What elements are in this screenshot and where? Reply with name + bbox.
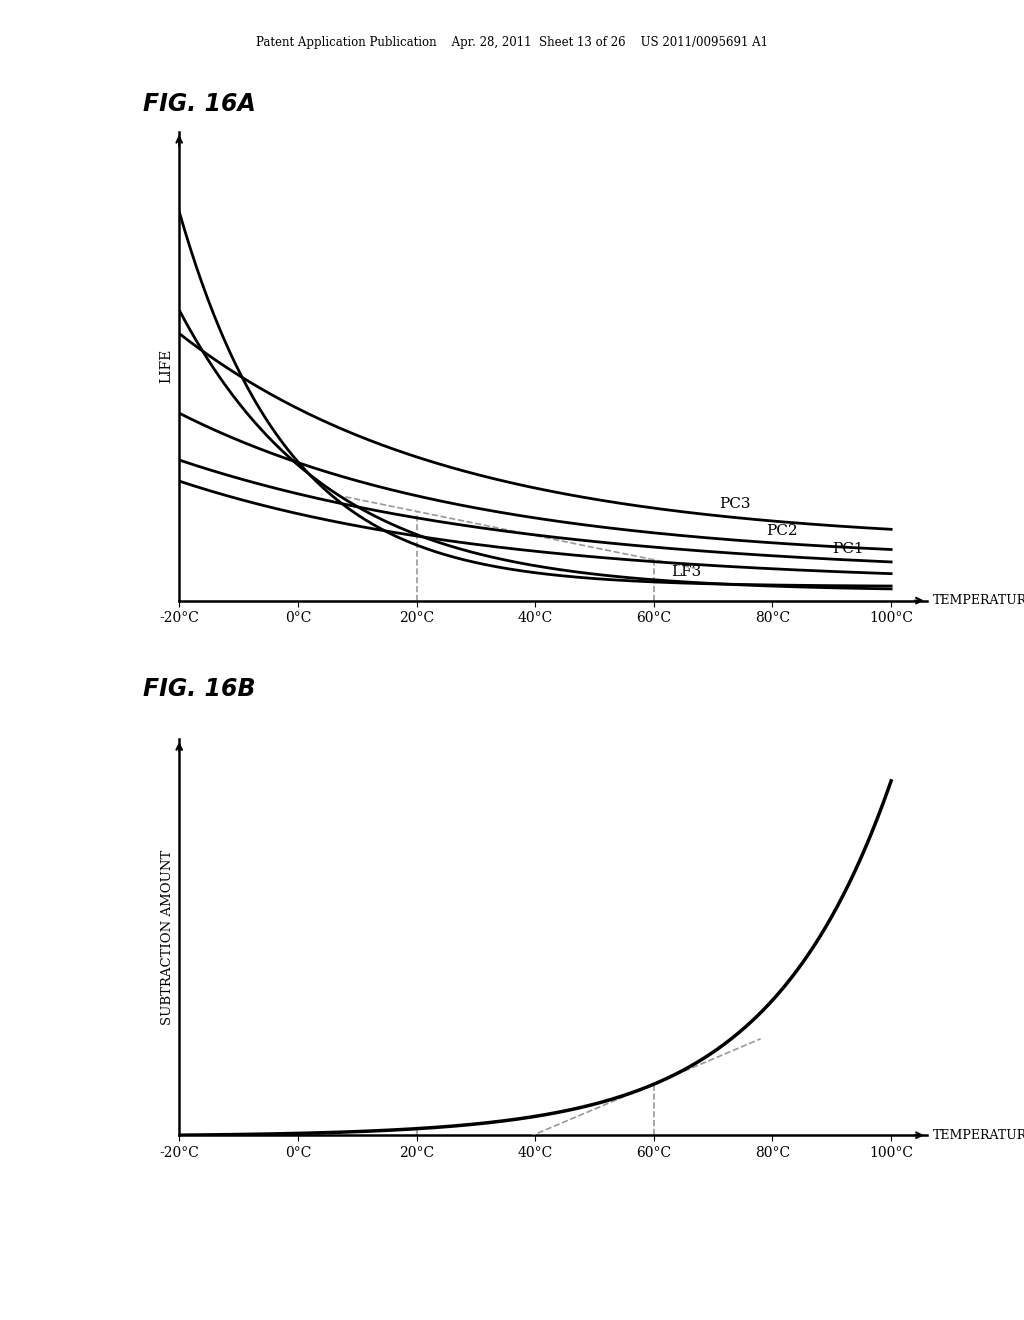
Text: TEMPERATURE: TEMPERATURE [933,594,1024,607]
Text: FIG. 16B: FIG. 16B [143,677,256,701]
Y-axis label: LIFE: LIFE [160,348,174,384]
Text: LF3: LF3 [672,565,701,579]
Y-axis label: SUBTRACTION AMOUNT: SUBTRACTION AMOUNT [161,850,174,1024]
Text: PC3: PC3 [719,496,751,511]
Text: TEMPERATURE: TEMPERATURE [933,1129,1024,1142]
Text: FIG. 16A: FIG. 16A [143,92,256,116]
Text: PC1: PC1 [831,543,863,556]
Text: PC2: PC2 [767,524,798,539]
Text: Patent Application Publication    Apr. 28, 2011  Sheet 13 of 26    US 2011/00956: Patent Application Publication Apr. 28, … [256,36,768,49]
